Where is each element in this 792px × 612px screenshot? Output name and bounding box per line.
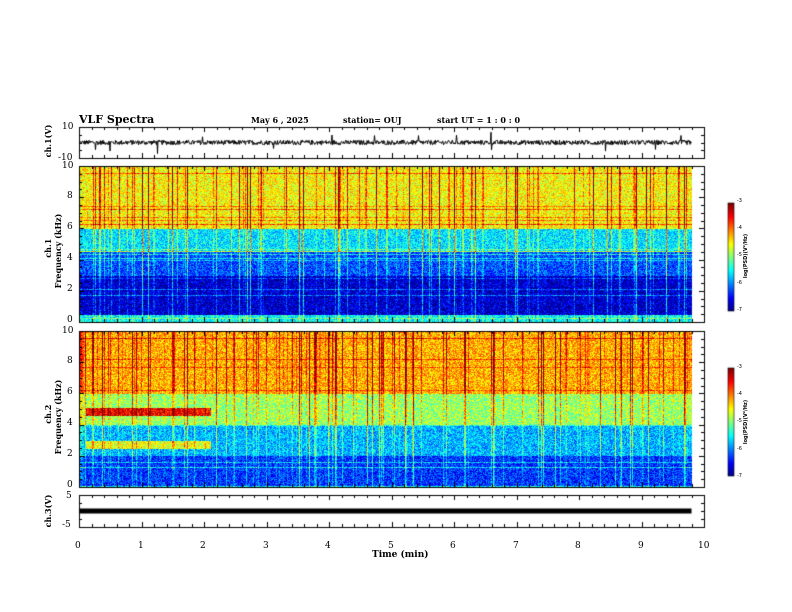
spec2-ytick-6: 6 xyxy=(67,387,73,397)
figure-title: VLF Spectra xyxy=(79,113,155,126)
xtick-9: 9 xyxy=(638,541,644,551)
xtick-4: 4 xyxy=(325,541,331,551)
station-label: station= OUJ xyxy=(343,115,402,125)
start-time-label: start UT = 1 : 0 : 0 xyxy=(437,115,521,125)
spec1-ytick-0: 0 xyxy=(67,315,73,325)
xtick-5: 5 xyxy=(388,541,394,551)
ch1-spectrogram-ylabel: ch.1 Frequency (kHz) xyxy=(33,191,63,311)
xtick-1: 1 xyxy=(138,541,144,551)
spec2-ytick-4: 4 xyxy=(67,418,73,428)
ch1-ytick-top: 10 xyxy=(62,122,74,132)
spec2-ytick-10: 10 xyxy=(62,326,74,336)
xtick-6: 6 xyxy=(450,541,456,551)
cb1-tick-m4: -4 xyxy=(737,225,742,231)
cb2-tick-m5: -5 xyxy=(737,418,742,424)
ch3-ytick-top: 5 xyxy=(66,491,72,501)
xtick-8: 8 xyxy=(575,541,581,551)
cb2-tick-m4: -4 xyxy=(737,391,742,397)
cb2-tick-m3: -3 xyxy=(737,364,742,370)
ch2-spectrogram-ylabel: ch.2 Frequency (kHz) xyxy=(33,357,63,477)
cb2-tick-m6: -6 xyxy=(737,446,742,452)
x-axis-label: Time (min) xyxy=(372,550,429,560)
cb2-label: log(PSD)(V²/Hz) xyxy=(743,399,749,445)
ch3-ytick-bottom: -5 xyxy=(62,520,71,530)
spec1-ytick-2: 2 xyxy=(67,284,73,294)
ch1-spectrogram-ylabel-text: ch.1 Frequency (kHz) xyxy=(43,213,63,289)
spec1-ytick-4: 4 xyxy=(67,253,73,263)
xtick-0: 0 xyxy=(75,541,81,551)
spec1-ytick-6: 6 xyxy=(67,222,73,232)
xtick-7: 7 xyxy=(513,541,519,551)
spec1-ytick-10: 10 xyxy=(62,161,74,171)
cb1-tick-m5: -5 xyxy=(737,252,742,258)
xtick-3: 3 xyxy=(263,541,269,551)
xtick-2: 2 xyxy=(200,541,206,551)
spec2-ytick-8: 8 xyxy=(67,356,73,366)
date-label: May 6 , 2025 xyxy=(251,115,309,125)
ch3-waveform-ylabel: ch.3(V) xyxy=(43,494,53,528)
spec1-ytick-8: 8 xyxy=(67,191,73,201)
cb1-tick-m6: -6 xyxy=(737,280,742,286)
spec2-ytick-0: 0 xyxy=(67,480,73,490)
ch1-ytick-bottom: -10 xyxy=(58,153,73,163)
cb1-tick-m3: -3 xyxy=(737,198,742,204)
spec2-ytick-2: 2 xyxy=(67,449,73,459)
cb1-tick-m7: -7 xyxy=(737,307,742,313)
cb1-label: log(PSD)(V²/Hz) xyxy=(743,233,749,279)
cb2-tick-m7: -7 xyxy=(737,473,742,479)
ch1-waveform-ylabel: ch.1(V) xyxy=(43,124,53,158)
ch2-spectrogram-ylabel-text: ch.2 Frequency (kHz) xyxy=(43,379,63,455)
xtick-10: 10 xyxy=(698,541,710,551)
